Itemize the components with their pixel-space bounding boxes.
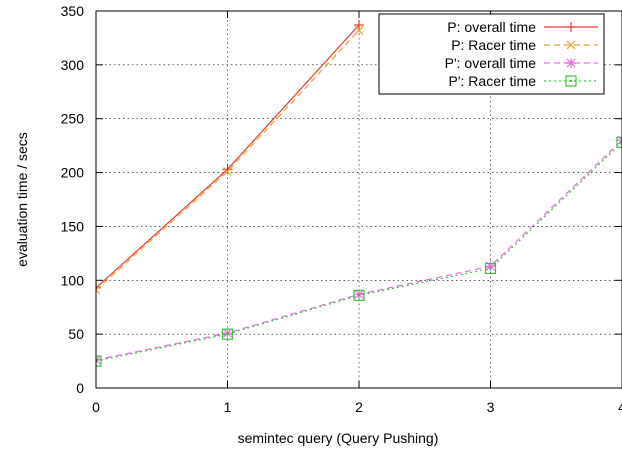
marker-box (221, 328, 234, 340)
x-tick-label: 3 (487, 399, 495, 415)
marker-dot (358, 294, 360, 297)
marker-dot (226, 333, 229, 336)
y-tick-label: 200 (61, 165, 85, 181)
x-tick-label: 1 (224, 399, 232, 415)
y-axis-label: evaluation time / secs (14, 132, 30, 267)
data-point-p-overall-time (222, 164, 233, 175)
legend-marker (565, 75, 577, 87)
legend: P: overall time P: Racer time P': overall … (378, 13, 605, 95)
marker-stroke (566, 58, 576, 68)
data-point-p-racer-time (484, 262, 497, 275)
data-point-p-racer-time (96, 285, 101, 295)
data-point-p-overall-time (485, 261, 496, 272)
data-point-p-overall-time (354, 20, 364, 31)
x-tick-label: 4 (618, 399, 622, 415)
legend-marker (566, 22, 576, 32)
series-layer (96, 20, 622, 367)
legend-label: P': Racer time (449, 73, 537, 89)
y-tick-label: 250 (61, 111, 85, 127)
marker-stroke (354, 289, 364, 299)
y-tick-label: 100 (61, 272, 85, 288)
data-point-p-racer-time (354, 25, 364, 35)
y-tick-label: 50 (68, 326, 84, 342)
data-point-p-overall-time (96, 282, 101, 293)
marker-stroke (96, 289, 101, 295)
x-tick-label: 0 (92, 399, 100, 415)
legend-label: P: Racer time (451, 37, 536, 53)
legend-label: P: overall time (447, 19, 536, 35)
legend-label: P': overall time (445, 55, 537, 71)
marker-box (565, 75, 577, 87)
x-tick-label: 2 (355, 399, 363, 415)
marker-box (484, 262, 497, 275)
y-tick-label: 300 (61, 57, 85, 73)
marker-box (96, 355, 102, 367)
marker-dot (489, 267, 492, 270)
marker-stroke (96, 359, 101, 365)
data-point-p-racer-time (221, 328, 234, 340)
marker-stroke (223, 328, 232, 338)
data-point-p-overall-time (96, 354, 101, 365)
marker-stroke (223, 167, 232, 176)
marker-box (616, 136, 622, 149)
marker-stroke (566, 40, 576, 50)
data-point-p-racer-time (353, 289, 365, 301)
marker-stroke (96, 285, 101, 291)
axis-ticks: 0 50 100 150 200 250 300 350 0 1 2 3 4 (61, 3, 622, 415)
marker-stroke (96, 355, 101, 361)
marker-dot (570, 80, 572, 82)
marker-stroke (354, 25, 364, 35)
marker-stroke (617, 139, 622, 145)
series-line-p-racer-time (96, 29, 360, 291)
marker-box (353, 289, 365, 301)
data-point-p-racer-time (223, 167, 232, 176)
y-tick-label: 0 (76, 380, 84, 396)
x-axis-label: semintec query (Query Pushing) (238, 430, 439, 446)
y-tick-label: 150 (61, 218, 85, 234)
y-tick-label: 350 (61, 3, 85, 19)
legend-marker (566, 40, 576, 50)
legend-marker (566, 58, 576, 68)
